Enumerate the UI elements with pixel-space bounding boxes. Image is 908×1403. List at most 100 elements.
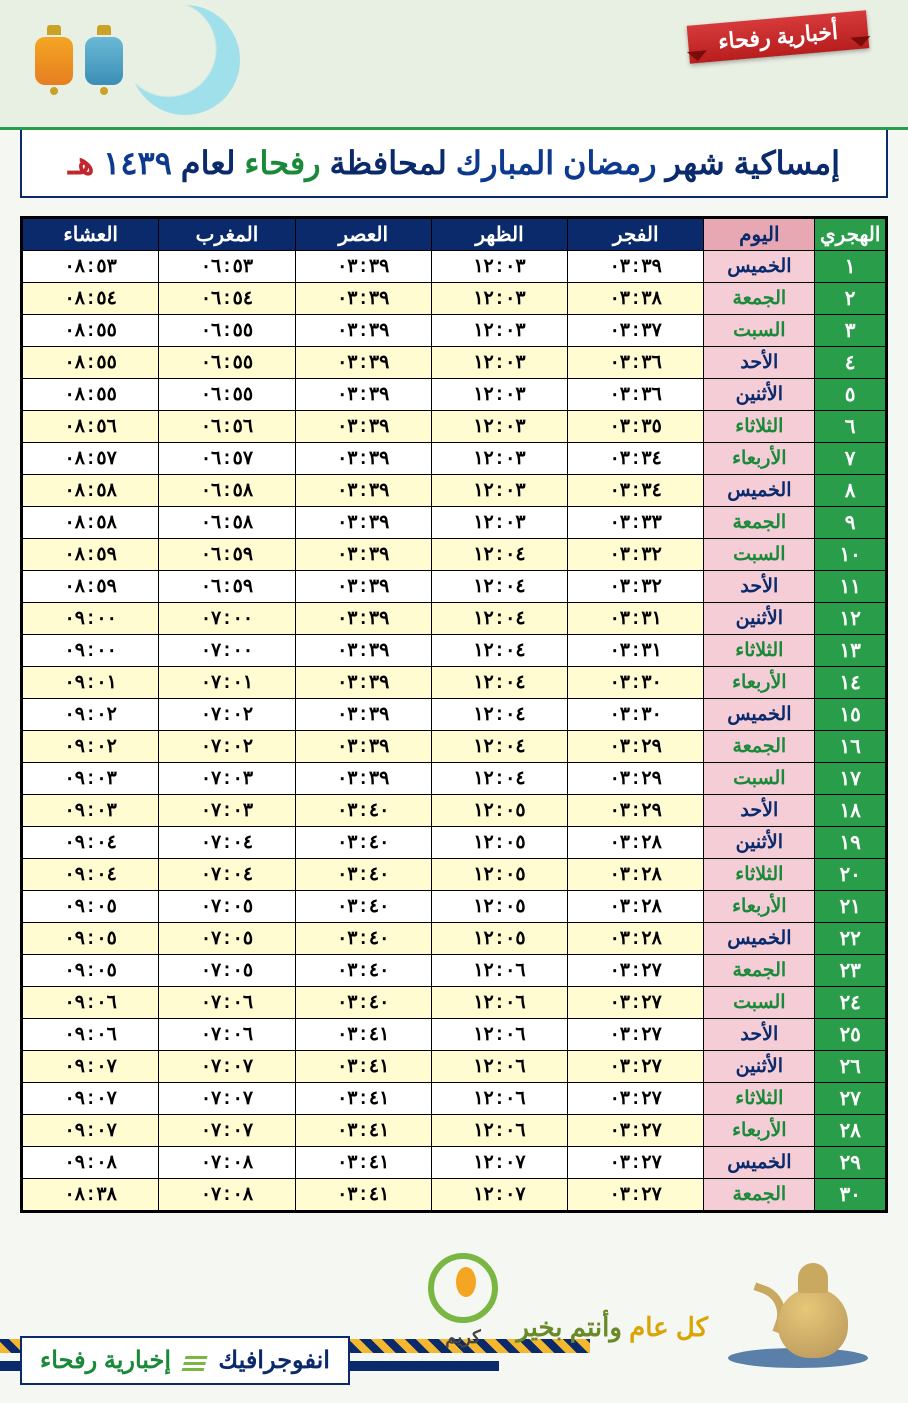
greeting-part1: كل عام	[622, 1312, 708, 1342]
cell-dhuhr: ١٢:٠٧	[431, 1147, 567, 1179]
cell-fajr: ٠٣:٢٧	[568, 955, 704, 987]
table-row: ٥الأثنين٠٣:٣٦١٢:٠٣٠٣:٣٩٠٦:٥٥٠٨:٥٥	[23, 379, 886, 411]
table-row: ١٧السبت٠٣:٢٩١٢:٠٤٠٣:٣٩٠٧:٠٣٠٩:٠٣	[23, 763, 886, 795]
cell-day: الجمعة	[704, 731, 815, 763]
cell-hijri: ٢١	[815, 891, 886, 923]
cell-isha: ٠٩:٠٣	[23, 763, 159, 795]
table-row: ٢٢الخميس٠٣:٢٨١٢:٠٥٠٣:٤٠٠٧:٠٥٠٩:٠٥	[23, 923, 886, 955]
cell-fajr: ٠٣:٢٨	[568, 859, 704, 891]
cell-isha: ٠٨:٥٨	[23, 475, 159, 507]
cell-maghrib: ٠٦:٥٨	[159, 475, 295, 507]
table-row: ٢٠الثلاثاء٠٣:٢٨١٢:٠٥٠٣:٤٠٠٧:٠٤٠٩:٠٤	[23, 859, 886, 891]
cell-fajr: ٠٣:٣٠	[568, 699, 704, 731]
cell-asr: ٠٣:٤١	[295, 1083, 431, 1115]
cell-isha: ٠٩:٠٧	[23, 1083, 159, 1115]
col-maghrib: المغرب	[159, 219, 295, 251]
cell-dhuhr: ١٢:٠٣	[431, 507, 567, 539]
lantern-icon	[35, 25, 73, 95]
table-row: ١٥الخميس٠٣:٣٠١٢:٠٤٠٣:٣٩٠٧:٠٢٠٩:٠٢	[23, 699, 886, 731]
cell-asr: ٠٣:٤٠	[295, 891, 431, 923]
cell-hijri: ٦	[815, 411, 886, 443]
cell-asr: ٠٣:٤٠	[295, 827, 431, 859]
cell-isha: ٠٩:٠٦	[23, 1019, 159, 1051]
table-row: ٨الخميس٠٣:٣٤١٢:٠٣٠٣:٣٩٠٦:٥٨٠٨:٥٨	[23, 475, 886, 507]
table-row: ١٦الجمعة٠٣:٢٩١٢:٠٤٠٣:٣٩٠٧:٠٢٠٩:٠٢	[23, 731, 886, 763]
table-row: ٢٤السبت٠٣:٢٧١٢:٠٦٠٣:٤٠٠٧:٠٦٠٩:٠٦	[23, 987, 886, 1019]
cell-isha: ٠٩:٠٤	[23, 859, 159, 891]
cell-isha: ٠٨:٥٥	[23, 347, 159, 379]
cell-maghrib: ٠٦:٥٣	[159, 251, 295, 283]
cell-maghrib: ٠٧:٠٤	[159, 859, 295, 891]
cell-fajr: ٠٣:٣٢	[568, 539, 704, 571]
cell-isha: ٠٩:٠٠	[23, 635, 159, 667]
cell-asr: ٠٣:٣٩	[295, 475, 431, 507]
cell-asr: ٠٣:٤١	[295, 1179, 431, 1211]
cell-asr: ٠٣:٣٩	[295, 571, 431, 603]
cell-day: الثلاثاء	[704, 635, 815, 667]
cell-isha: ٠٨:٥٦	[23, 411, 159, 443]
cell-day: الأربعاء	[704, 443, 815, 475]
cell-day: الأثنين	[704, 1051, 815, 1083]
col-fajr: الفجر	[568, 219, 704, 251]
cell-dhuhr: ١٢:٠٣	[431, 347, 567, 379]
table-row: ٢٨الأربعاء٠٣:٢٧١٢:٠٦٠٣:٤١٠٧:٠٧٠٩:٠٧	[23, 1115, 886, 1147]
cell-dhuhr: ١٢:٠٦	[431, 987, 567, 1019]
cell-hijri: ٢٩	[815, 1147, 886, 1179]
table-row: ١٣الثلاثاء٠٣:٣١١٢:٠٤٠٣:٣٩٠٧:٠٠٠٩:٠٠	[23, 635, 886, 667]
table-row: ٢٥الأحد٠٣:٢٧١٢:٠٦٠٣:٤١٠٧:٠٦٠٩:٠٦	[23, 1019, 886, 1051]
cell-maghrib: ٠٧:٠٥	[159, 923, 295, 955]
cell-hijri: ٢٣	[815, 955, 886, 987]
cell-maghrib: ٠٦:٥٧	[159, 443, 295, 475]
cell-asr: ٠٣:٣٩	[295, 379, 431, 411]
cell-isha: ٠٩:٠٥	[23, 891, 159, 923]
table-row: ١٠السبت٠٣:٣٢١٢:٠٤٠٣:٣٩٠٦:٥٩٠٨:٥٩	[23, 539, 886, 571]
cell-day: الأربعاء	[704, 891, 815, 923]
cell-fajr: ٠٣:٣١	[568, 635, 704, 667]
cell-dhuhr: ١٢:٠٦	[431, 1019, 567, 1051]
table-row: ١الخميس٠٣:٣٩١٢:٠٣٠٣:٣٩٠٦:٥٣٠٨:٥٣	[23, 251, 886, 283]
cell-dhuhr: ١٢:٠٥	[431, 795, 567, 827]
cell-day: السبت	[704, 539, 815, 571]
cell-fajr: ٠٣:٣٥	[568, 411, 704, 443]
cell-dhuhr: ١٢:٠٤	[431, 667, 567, 699]
cell-fajr: ٠٣:٢٧	[568, 1147, 704, 1179]
cell-maghrib: ٠٦:٥٦	[159, 411, 295, 443]
cell-dhuhr: ١٢:٠٤	[431, 539, 567, 571]
cell-day: الأثنين	[704, 603, 815, 635]
cell-day: الخميس	[704, 475, 815, 507]
cell-fajr: ٠٣:٢٨	[568, 923, 704, 955]
cell-asr: ٠٣:٣٩	[295, 411, 431, 443]
table-header-row: الهجري اليوم الفجر الظهر العصر المغرب ال…	[23, 219, 886, 251]
cell-fajr: ٠٣:٣٧	[568, 315, 704, 347]
cell-dhuhr: ١٢:٠٦	[431, 955, 567, 987]
table-row: ٣السبت٠٣:٣٧١٢:٠٣٠٣:٣٩٠٦:٥٥٠٨:٥٥	[23, 315, 886, 347]
cell-dhuhr: ١٢:٠٥	[431, 859, 567, 891]
cell-hijri: ٢٥	[815, 1019, 886, 1051]
cell-hijri: ٢	[815, 283, 886, 315]
cell-asr: ٠٣:٤١	[295, 1051, 431, 1083]
cell-maghrib: ٠٦:٥٩	[159, 571, 295, 603]
dallah-pot-art	[728, 1253, 878, 1373]
cell-day: الأحد	[704, 571, 815, 603]
cell-maghrib: ٠٦:٥٥	[159, 347, 295, 379]
table-row: ٩الجمعة٠٣:٣٣١٢:٠٣٠٣:٣٩٠٦:٥٨٠٨:٥٨	[23, 507, 886, 539]
cell-asr: ٠٣:٤٠	[295, 795, 431, 827]
kareem-circle-icon	[428, 1253, 498, 1323]
cell-asr: ٠٣:٣٩	[295, 731, 431, 763]
cell-maghrib: ٠٦:٥٥	[159, 379, 295, 411]
table-row: ١٤الأربعاء٠٣:٣٠١٢:٠٤٠٣:٣٩٠٧:٠١٠٩:٠١	[23, 667, 886, 699]
table-row: ١٨الأحد٠٣:٢٩١٢:٠٥٠٣:٤٠٠٧:٠٣٠٩:٠٣	[23, 795, 886, 827]
cell-isha: ٠٩:٠٧	[23, 1115, 159, 1147]
cell-hijri: ١٩	[815, 827, 886, 859]
col-day: اليوم	[704, 219, 815, 251]
col-asr: العصر	[295, 219, 431, 251]
cell-maghrib: ٠٧:٠٣	[159, 763, 295, 795]
cell-dhuhr: ١٢:٠٣	[431, 411, 567, 443]
cell-isha: ٠٨:٥٩	[23, 571, 159, 603]
table-row: ١١الأحد٠٣:٣٢١٢:٠٤٠٣:٣٩٠٦:٥٩٠٨:٥٩	[23, 571, 886, 603]
cell-maghrib: ٠٧:٠٢	[159, 731, 295, 763]
cell-isha: ٠٨:٥٥	[23, 315, 159, 347]
cell-fajr: ٠٣:٢٧	[568, 987, 704, 1019]
cell-day: الجمعة	[704, 507, 815, 539]
cell-dhuhr: ١٢:٠٣	[431, 443, 567, 475]
